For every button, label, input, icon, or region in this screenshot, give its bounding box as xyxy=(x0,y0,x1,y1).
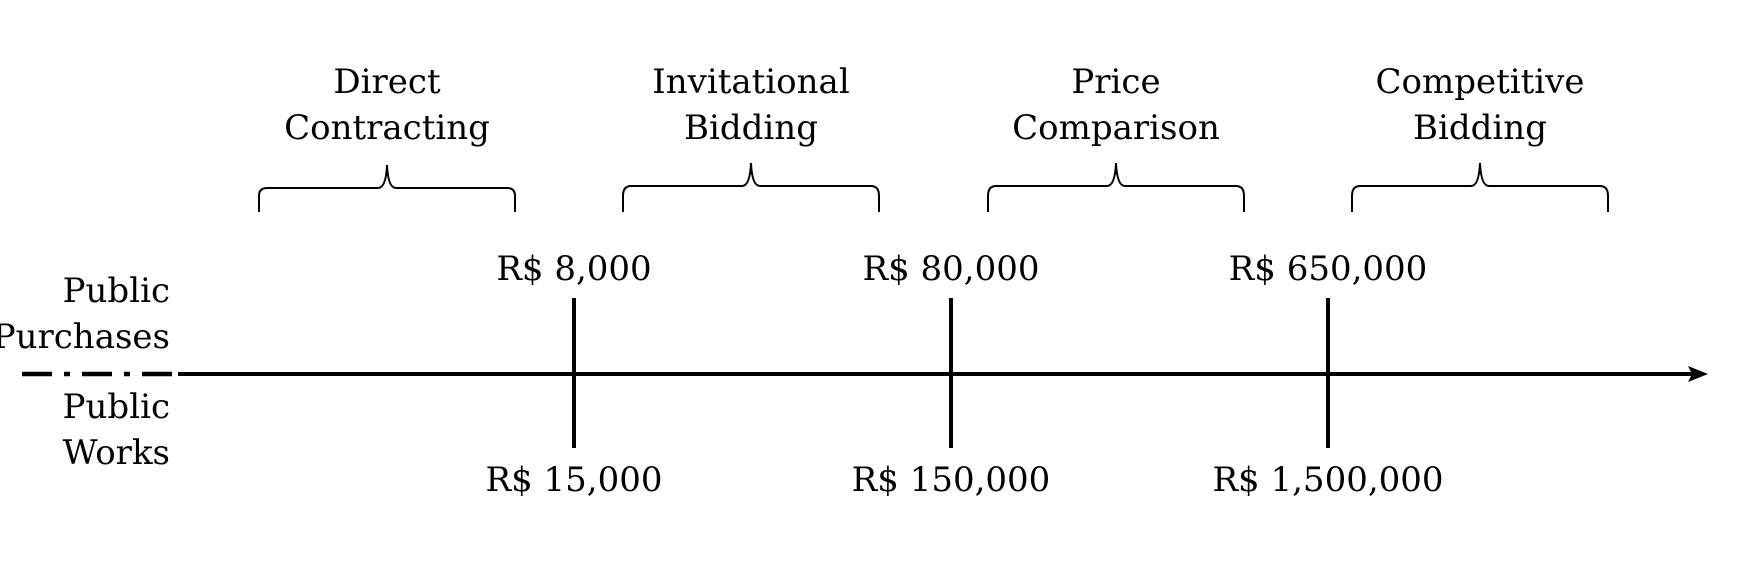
category-label-line: Price xyxy=(1071,62,1161,102)
threshold-purchases-1: R$ 8,000 xyxy=(496,249,652,289)
brace-price-comparison xyxy=(987,162,1245,212)
category-label-line: Invitational xyxy=(652,62,850,102)
category-label-line: Bidding xyxy=(684,108,818,148)
category-label-competitive-bidding: Competitive Bidding xyxy=(1330,59,1630,151)
side-label-public-purchases: Public Purchases xyxy=(0,268,170,360)
threshold-purchases-3: R$ 650,000 xyxy=(1228,249,1428,289)
category-label-line: Contracting xyxy=(284,108,490,148)
category-label-line: Comparison xyxy=(1012,108,1220,148)
brace-invitational-bidding xyxy=(622,162,880,212)
threshold-works-2: R$ 150,000 xyxy=(851,460,1051,500)
threshold-works-3: R$ 1,500,000 xyxy=(1212,460,1444,500)
category-label-invitational-bidding: Invitational Bidding xyxy=(601,59,901,151)
category-label-direct-contracting: Direct Contracting xyxy=(237,59,537,151)
brace-competitive-bidding xyxy=(1351,162,1609,212)
category-label-line: Bidding xyxy=(1413,108,1547,148)
category-label-line: Direct xyxy=(333,62,441,102)
threshold-purchases-2: R$ 80,000 xyxy=(862,249,1040,289)
axis-arrow-head xyxy=(1688,366,1708,382)
side-label-line: Public xyxy=(62,271,170,311)
category-label-price-comparison: Price Comparison xyxy=(966,59,1266,151)
category-label-line: Competitive xyxy=(1375,62,1585,102)
threshold-works-1: R$ 15,000 xyxy=(485,460,663,500)
side-label-line: Works xyxy=(62,433,170,473)
side-label-public-works: Public Works xyxy=(0,384,170,476)
side-label-line: Public xyxy=(62,387,170,427)
side-label-line: Purchases xyxy=(0,317,170,357)
brace-direct-contracting xyxy=(258,164,516,212)
